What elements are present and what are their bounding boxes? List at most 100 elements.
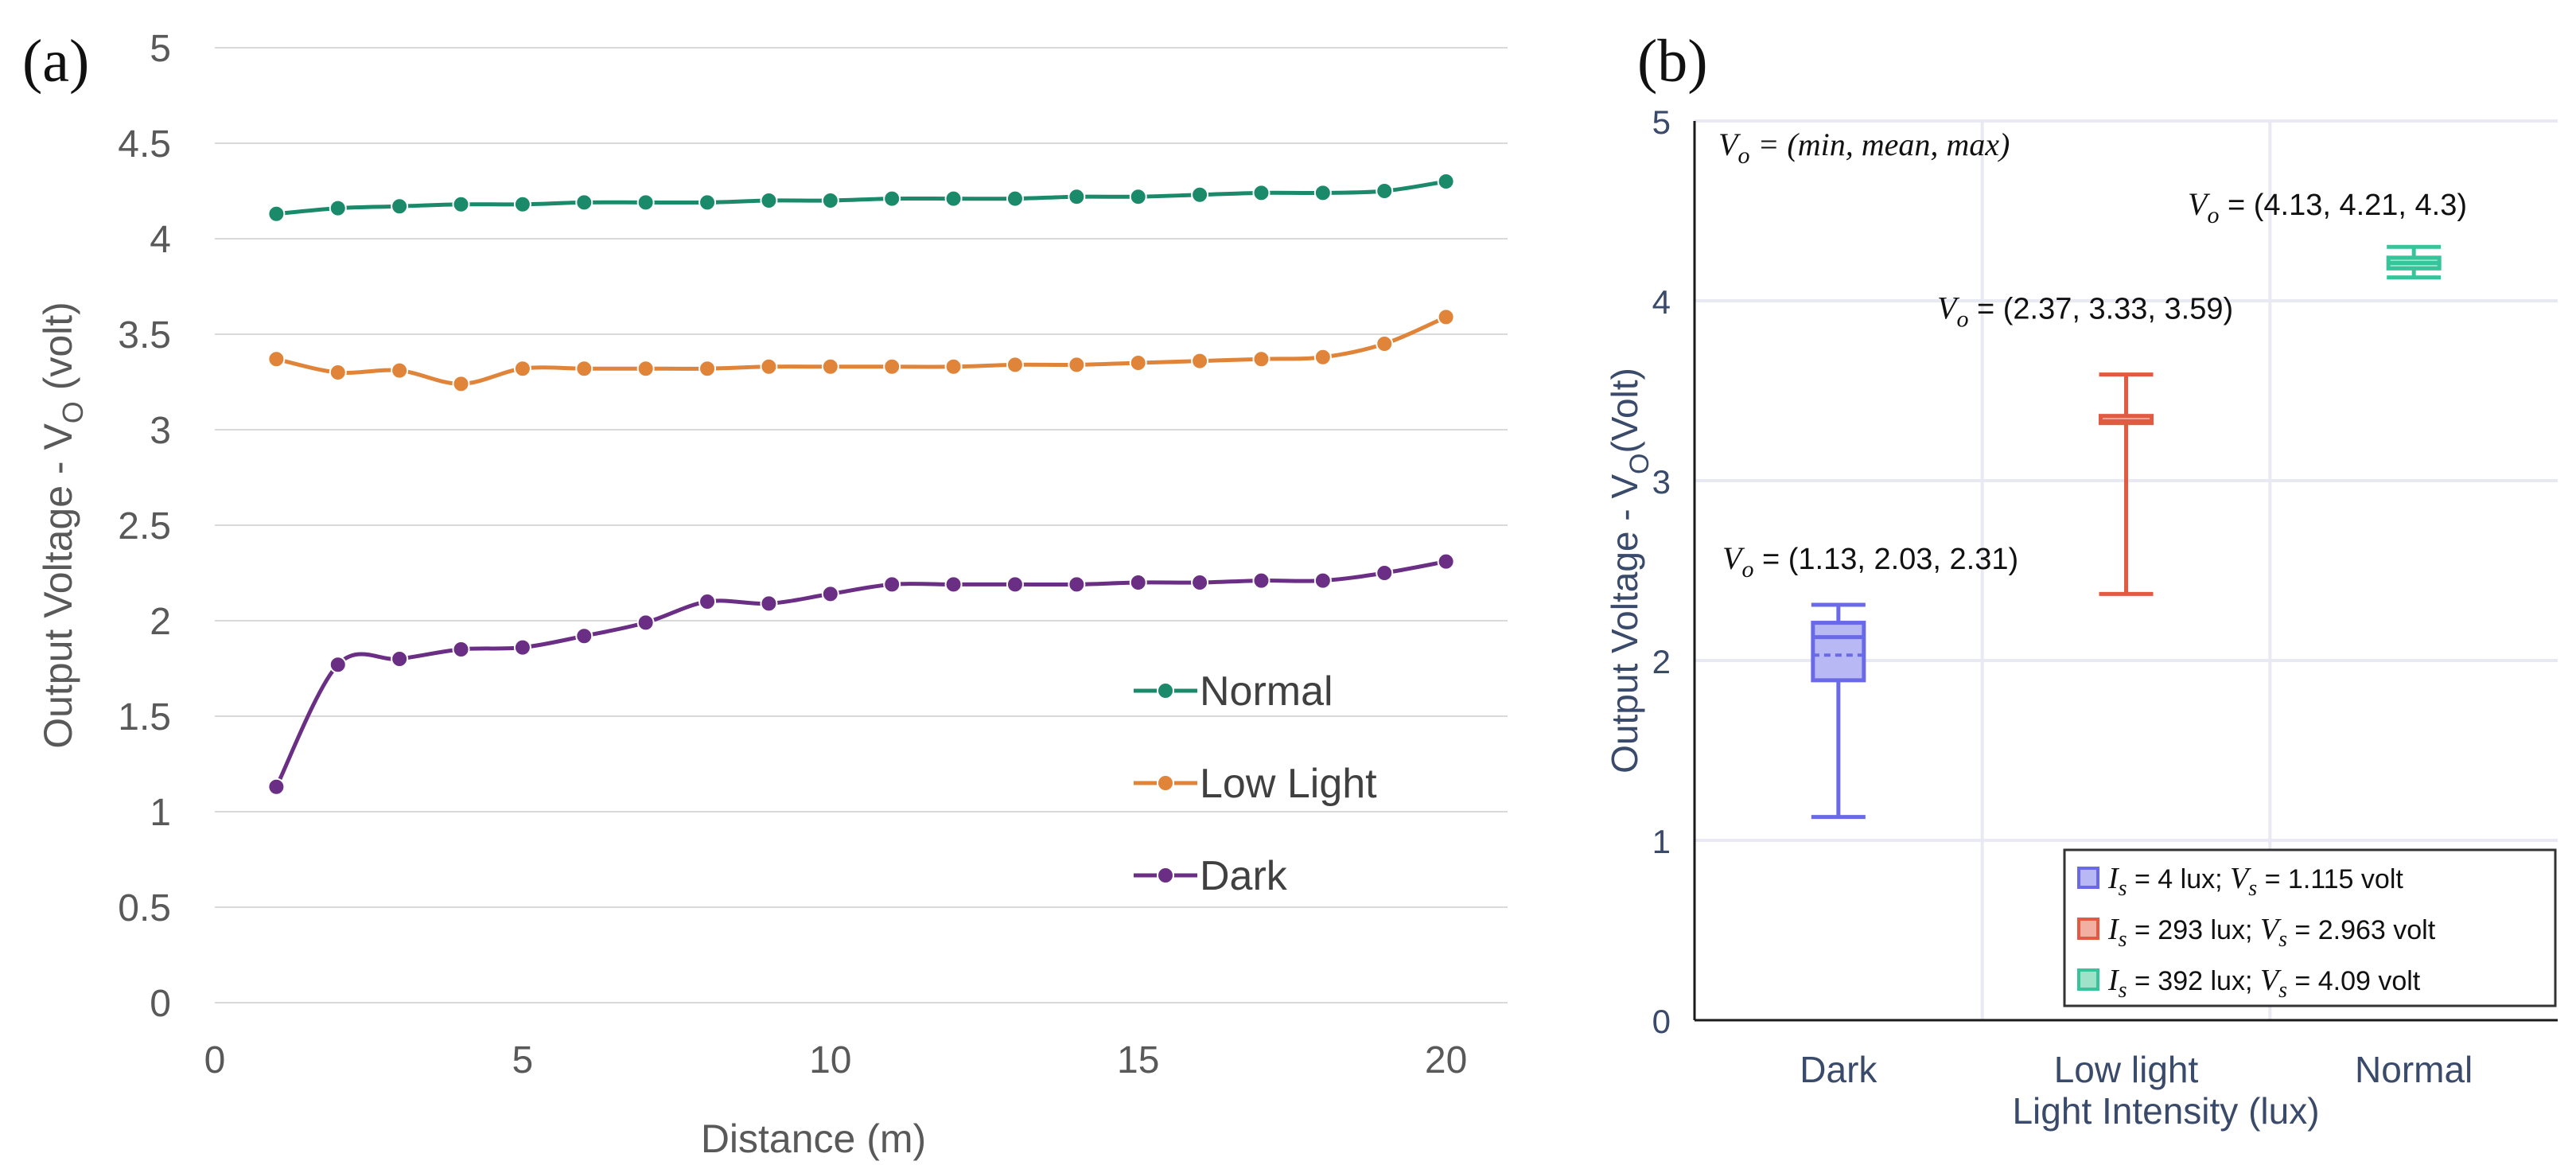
data-point-dark [883, 575, 901, 594]
data-point-dark [1252, 571, 1270, 590]
y-tick-label: 5 [1652, 103, 1671, 141]
data-point-low-light [1129, 354, 1147, 372]
legend-label-dark: Is = 4 lux; Vs = 1.115 volt [2107, 862, 2403, 901]
x-axis-title: Distance (m) [701, 1116, 926, 1161]
data-point-normal [1437, 173, 1455, 190]
y-tick-label: 0.5 [118, 887, 171, 929]
legend-label-low-light: Is = 293 lux; Vs = 2.963 volt [2107, 913, 2436, 952]
legend-label-dark: Dark [1200, 853, 1288, 899]
panel-a-label: (a) [22, 28, 89, 95]
data-point-normal [944, 189, 963, 208]
data-point-low-light [698, 360, 717, 378]
data-point-dark [391, 650, 409, 668]
data-point-normal [1129, 188, 1147, 206]
data-point-normal [760, 192, 778, 209]
data-point-normal [1313, 184, 1332, 202]
annotation-dark: Vo = (1.13, 2.03, 2.31) [1722, 540, 2018, 583]
y-tick-label: 3 [150, 410, 171, 452]
annotation-values: = (4.13, 4.21, 4.3) [2219, 189, 2467, 222]
data-point-normal [698, 193, 717, 212]
data-point-normal [636, 193, 655, 212]
y-axis-title-main: Output Voltage - V [1604, 474, 1645, 773]
data-point-low-light [1313, 348, 1332, 366]
legend-symbol-v-sub: s [2278, 927, 2287, 952]
y-tick-label: 4 [150, 219, 171, 261]
data-point-normal [513, 195, 531, 213]
data-point-normal [1006, 189, 1024, 208]
data-point-normal [575, 193, 593, 212]
data-point-dark [1068, 575, 1086, 594]
data-point-dark [944, 575, 963, 594]
annotation-symbol-sub: o [1956, 306, 1968, 333]
panel-b-label: (b) [1637, 28, 1708, 95]
y-tick-label: 2 [150, 601, 171, 643]
data-point-normal [1068, 188, 1086, 206]
y-axis-title-sub: O [1625, 454, 1655, 474]
legend-label-normal: Is = 392 lux; Vs = 4.09 volt [2107, 964, 2421, 1003]
y-axis-title-tail: (volt) [36, 302, 80, 401]
y-tick-label: 2.5 [118, 505, 171, 547]
x-tick-label: 0 [204, 1039, 226, 1081]
legend-marker-low-light [1157, 774, 1174, 792]
data-point-dark [1006, 575, 1024, 594]
y-axis-title-tail: (Volt) [1604, 368, 1645, 453]
y-tick-label: 5 [150, 28, 171, 70]
data-point-low-light [575, 360, 593, 378]
data-point-low-light [636, 360, 655, 378]
data-point-normal [452, 195, 470, 213]
legend-marker-dark [1157, 867, 1174, 884]
data-point-low-light [1252, 350, 1270, 368]
x-tick-label: 20 [1425, 1039, 1467, 1081]
legend-text-v: = 1.115 volt [2257, 864, 2403, 894]
x-tick-label: 10 [809, 1039, 851, 1081]
formula-label: Vo = (min, mean, max) [1718, 127, 2010, 169]
annotation-normal: Vo = (4.13, 4.21, 4.3) [2188, 186, 2467, 228]
legend-marker-normal [1157, 682, 1174, 699]
data-point-low-light [1191, 352, 1209, 370]
x-tick-label: Dark [1800, 1049, 1878, 1090]
legend-symbol-v-sub: s [2248, 876, 2257, 901]
x-tick-label: Normal [2355, 1049, 2473, 1090]
legend-text-i: = 392 lux; [2127, 966, 2260, 996]
data-point-normal [1376, 182, 1394, 200]
legend-symbol-v: V [2260, 913, 2282, 946]
box-dark [1811, 621, 1866, 683]
data-point-normal [821, 192, 839, 209]
data-point-dark [1129, 574, 1147, 591]
data-point-low-light [513, 360, 531, 378]
legend-symbol-i-sub: s [2119, 876, 2127, 901]
legend-symbol-v: V [2260, 964, 2282, 997]
annotation-symbol-sub: o [1741, 556, 1753, 583]
y-tick-label: 4 [1652, 283, 1671, 321]
data-point-low-light [1068, 356, 1086, 374]
data-point-low-light [760, 357, 778, 376]
legend-symbol-i: I [2107, 862, 2120, 895]
data-point-dark [1376, 564, 1394, 582]
legend-label-low-light: Low Light [1200, 761, 1377, 807]
annotation-low-light: Vo = (2.37, 3.33, 3.59) [1937, 290, 2233, 333]
annotation-symbol-sub: o [2207, 202, 2219, 228]
data-point-dark [636, 614, 655, 632]
legend-swatch-normal [2077, 968, 2099, 991]
legend-symbol-i: I [2107, 964, 2120, 997]
y-tick-label: 3.5 [118, 314, 171, 357]
formula-lhs: V [1718, 127, 1741, 162]
chart-a: 0 0.5 1 1.5 2 2.5 3 3.5 4 4.5 5 0 5 10 15 20 Distance (m… [36, 28, 1508, 1161]
data-point-low-light [1437, 308, 1455, 326]
formula-lhs-sub: o [1737, 142, 1749, 169]
data-point-low-light [329, 364, 347, 381]
y-tick-label: 0 [150, 983, 171, 1025]
y-tick-label: 1.5 [118, 696, 171, 738]
legend-text-i: = 293 lux; [2127, 915, 2260, 945]
chart-b: 0 1 2 3 4 5 Dark Low light Normal Light Intensity… [1604, 103, 2558, 1132]
legend-text-v: = 2.963 volt [2287, 915, 2436, 945]
legend-symbol-v: V [2230, 862, 2251, 895]
legend-symbol-i-sub: s [2119, 978, 2127, 1003]
x-axis-title: Light Intensity (lux) [2012, 1090, 2319, 1132]
data-point-dark [1437, 552, 1455, 571]
data-point-dark [760, 594, 778, 613]
data-point-dark [329, 656, 347, 674]
legend-swatch-dark [2077, 867, 2099, 889]
